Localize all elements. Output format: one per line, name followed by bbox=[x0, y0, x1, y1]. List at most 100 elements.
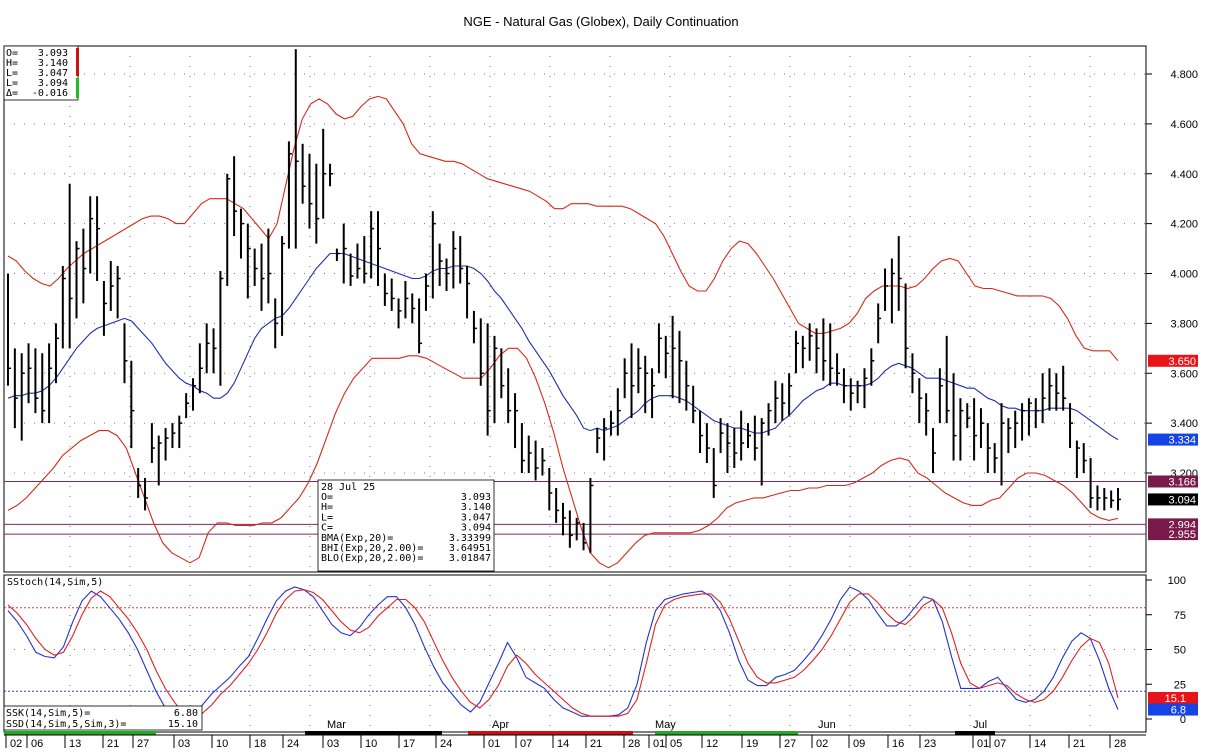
price-gridlines bbox=[4, 46, 1146, 572]
date-label: 21 bbox=[590, 738, 602, 750]
price-bar bbox=[356, 243, 361, 279]
price-bar bbox=[61, 266, 66, 349]
price-bar bbox=[274, 298, 279, 349]
price-bar bbox=[1075, 440, 1080, 478]
price-bar bbox=[678, 330, 683, 404]
price-bar bbox=[1048, 368, 1053, 411]
price-bar bbox=[671, 315, 676, 399]
price-bar bbox=[890, 258, 895, 324]
date-label: 10 bbox=[216, 738, 228, 750]
price-bar bbox=[452, 231, 457, 289]
price-bar bbox=[829, 323, 834, 386]
price-bar bbox=[301, 143, 306, 204]
price-bar bbox=[692, 385, 697, 424]
price-bar bbox=[329, 163, 334, 187]
price-bar bbox=[548, 468, 553, 511]
date-label: 21 bbox=[107, 738, 119, 750]
stoch-tags: 15.16.8 bbox=[1148, 692, 1198, 717]
price-bar bbox=[383, 273, 388, 306]
price-bar bbox=[1014, 410, 1019, 449]
price-bar bbox=[342, 223, 347, 284]
price-bar bbox=[404, 280, 409, 319]
date-label: 10 bbox=[365, 738, 377, 750]
price-bar bbox=[20, 353, 25, 441]
date-label: 17 bbox=[403, 738, 415, 750]
ohlc-row-change-label: Δ= bbox=[6, 88, 18, 99]
price-bar bbox=[438, 243, 443, 286]
ohlc-row-change-value: -0.016 bbox=[32, 88, 68, 99]
price-bar bbox=[767, 403, 772, 436]
stoch-series-stoch_d bbox=[7, 589, 1119, 719]
price-tag: 3.094 bbox=[1148, 493, 1198, 506]
data-window-row-value: 3.047 bbox=[461, 512, 491, 523]
data-window-row-label: BMA(Exp,20)= bbox=[321, 533, 393, 544]
price-bar bbox=[459, 236, 464, 284]
data-window-row-value: 3.093 bbox=[461, 492, 491, 503]
data-window: 28 Jul 25 O= 3.093 H= 3.140 L= 3.047 C= 3.094 BM… bbox=[317, 479, 495, 572]
price-bar bbox=[699, 410, 704, 454]
price-tick-label: 4.000 bbox=[1170, 269, 1198, 281]
price-bar bbox=[966, 403, 971, 429]
price-bar bbox=[75, 241, 80, 319]
date-label: 07 bbox=[994, 738, 1006, 750]
price-series-band bbox=[7, 95, 1119, 362]
price-bar bbox=[808, 323, 813, 361]
date-label: 03 bbox=[327, 738, 339, 750]
price-bar bbox=[582, 522, 587, 551]
price-bar bbox=[733, 428, 738, 469]
price-tag: 3.650 bbox=[1148, 354, 1198, 368]
month-strip bbox=[4, 731, 156, 735]
stoch-readout: SSK(14,Sim,5)= 6.80 SSD(14,Sim,5,Sim,3)=… bbox=[3, 705, 203, 731]
price-bar bbox=[424, 273, 429, 311]
stoch-series-lines bbox=[7, 586, 1119, 720]
price-bar bbox=[192, 378, 196, 411]
price-bar bbox=[945, 335, 950, 424]
price-bar bbox=[164, 428, 169, 461]
price-bar bbox=[774, 380, 779, 424]
price-bar bbox=[130, 360, 135, 449]
price-bar bbox=[260, 243, 265, 311]
stoch-tag: 15.1 bbox=[1148, 692, 1198, 705]
stoch-label: SStoch(14,Sim,5) bbox=[7, 577, 103, 588]
data-window-row-value: 3.140 bbox=[461, 502, 491, 513]
price-bar bbox=[294, 49, 299, 249]
ohlc-row-open-label: O= bbox=[6, 48, 18, 59]
price-tag: 2.955 bbox=[1148, 528, 1198, 541]
date-label: 27 bbox=[784, 738, 796, 750]
price-bar bbox=[500, 348, 505, 399]
date-label: 19 bbox=[746, 738, 758, 750]
price-bar bbox=[212, 328, 217, 374]
price-bar bbox=[822, 318, 827, 381]
ohlc-row-high-value: 3.140 bbox=[38, 58, 68, 69]
ohlc-row-low-label: L= bbox=[6, 68, 18, 79]
price-bar bbox=[171, 423, 176, 449]
price-bar bbox=[102, 280, 107, 336]
price-bar bbox=[651, 368, 656, 419]
price-axis: 3.2003.4003.6003.8004.0004.2004.4004.600… bbox=[1146, 69, 1198, 480]
price-bar bbox=[507, 368, 512, 424]
date-label: 13 bbox=[69, 738, 81, 750]
data-window-row-label: C= bbox=[321, 523, 333, 534]
month-strip bbox=[655, 731, 798, 735]
price-bar bbox=[884, 268, 889, 311]
month-strip bbox=[305, 731, 442, 735]
price-bar bbox=[849, 378, 854, 411]
date-label: 01 bbox=[977, 738, 989, 750]
price-tick-label: 4.400 bbox=[1170, 169, 1198, 181]
price-series-band bbox=[7, 347, 1119, 569]
stoch-tick-label: 25 bbox=[1174, 679, 1186, 691]
price-bar bbox=[1000, 403, 1005, 486]
price-bar bbox=[1117, 487, 1121, 511]
price-bar bbox=[1027, 398, 1032, 436]
price-bar bbox=[938, 368, 943, 424]
stoch-tag: 6.8 bbox=[1148, 703, 1198, 717]
price-bar bbox=[34, 348, 39, 414]
price-bar bbox=[178, 415, 183, 449]
price-bar bbox=[568, 510, 573, 548]
price-bar bbox=[1041, 373, 1046, 424]
ohlc-readout: O= 3.093 H= 3.140 L= 3.047 L= 3.094 Δ= -… bbox=[3, 45, 79, 101]
month-label: Jul bbox=[973, 719, 987, 731]
price-bar bbox=[219, 271, 224, 386]
